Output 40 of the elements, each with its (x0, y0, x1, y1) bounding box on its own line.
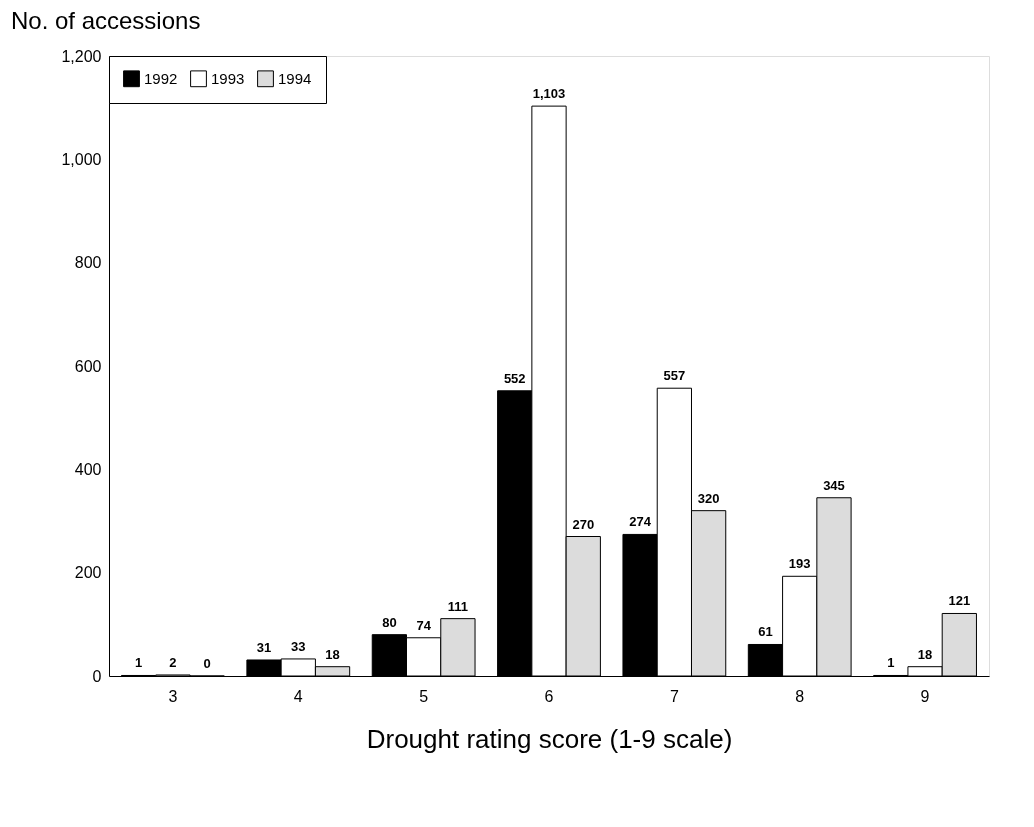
legend-label: 1992 (144, 69, 178, 87)
x-tick-label: 8 (795, 687, 805, 705)
legend-label: 1993 (211, 69, 245, 87)
y-tick-label: 0 (92, 667, 102, 685)
text: 121 (948, 593, 971, 609)
text: 74 (416, 617, 431, 633)
x-tick-label: 4 (293, 687, 303, 705)
y-tick-label: 400 (74, 460, 102, 478)
text: 33 (291, 638, 306, 654)
legend-label: 1994 (278, 69, 312, 87)
text: 1 (887, 655, 895, 671)
y-tick-label: 600 (74, 357, 102, 375)
x-tick-label: 9 (920, 687, 930, 705)
text: 61 (758, 624, 773, 640)
text: 274 (629, 514, 651, 530)
text: 18 (325, 646, 340, 662)
y-tick-label: 1,200 (61, 47, 102, 65)
x-tick-label: 6 (544, 687, 554, 705)
x-tick-label: 5 (419, 687, 429, 705)
text: 111 (447, 598, 469, 614)
text: 193 (788, 556, 811, 572)
y-tick-label: 800 (74, 254, 102, 272)
x-tick-label: 7 (669, 687, 679, 705)
text: 552 (503, 370, 526, 386)
x-tick-label: 3 (168, 687, 178, 705)
text: 31 (256, 639, 272, 655)
text: 320 (697, 490, 720, 506)
text: 1,103 (532, 86, 566, 102)
y-tick-label: 1,000 (61, 150, 102, 168)
text: 1 (135, 655, 143, 671)
text: 557 (663, 368, 686, 384)
y-tick-label: 200 (74, 564, 102, 582)
text: 345 (823, 477, 845, 493)
x-axis-title: Drought rating score (1-9 scale) (366, 723, 733, 754)
y-axis-title: No. of accessions (10, 7, 201, 34)
text: 80 (382, 614, 397, 630)
text: 270 (572, 516, 595, 532)
text: 18 (917, 646, 933, 662)
text: 2 (169, 654, 177, 670)
text: 0 (203, 656, 211, 671)
